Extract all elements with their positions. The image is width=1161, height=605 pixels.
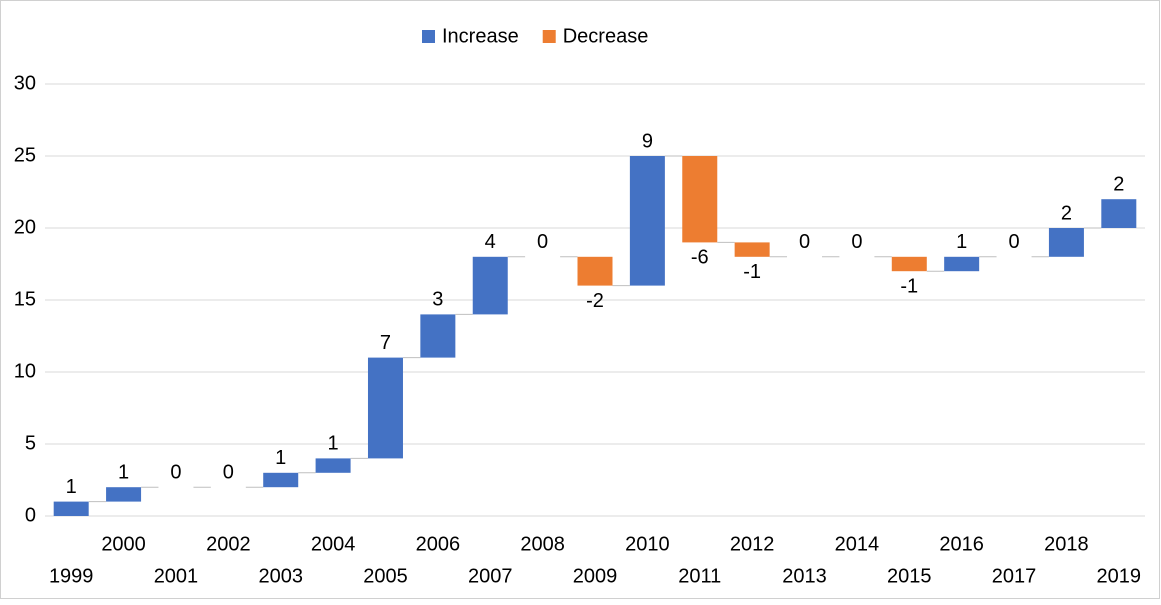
y-tick-label: 10: [14, 360, 36, 382]
data-label: 2: [1113, 173, 1124, 195]
data-label: -6: [691, 247, 709, 269]
bar: [472, 256, 508, 315]
y-tick-label: 0: [25, 504, 36, 526]
bar: [682, 156, 718, 243]
y-tick-label: 20: [14, 216, 36, 238]
data-label: -1: [900, 275, 918, 297]
bar: [106, 487, 142, 502]
x-tick-label: 2017: [992, 565, 1037, 587]
data-label: 7: [380, 332, 391, 354]
bar: [263, 472, 299, 488]
x-tick-label: 2006: [416, 533, 461, 555]
x-tick-label: 2016: [939, 533, 984, 555]
data-label: 1: [275, 447, 286, 469]
x-tick-label: 2004: [311, 533, 356, 555]
x-tick-label: 2010: [625, 533, 670, 555]
bar: [734, 242, 770, 257]
data-label: 4: [485, 231, 496, 253]
legend-swatch: [422, 30, 435, 43]
x-tick-label: 2019: [1097, 565, 1142, 587]
data-label: 0: [223, 461, 234, 483]
x-tick-label: 2001: [154, 565, 199, 587]
y-tick-label: 25: [14, 144, 36, 166]
legend-label: Decrease: [563, 25, 649, 47]
x-tick-label: 2012: [730, 533, 775, 555]
x-tick-label: 1999: [49, 565, 94, 587]
x-tick-label: 2000: [101, 533, 146, 555]
data-label: 2: [1061, 202, 1072, 224]
bar: [420, 314, 456, 358]
x-tick-label: 2015: [887, 565, 932, 587]
legend-label: Increase: [442, 25, 519, 47]
bar: [367, 357, 403, 459]
x-tick-label: 2003: [258, 565, 303, 587]
data-label: -1: [743, 261, 761, 283]
bar: [1101, 199, 1137, 228]
bar: [629, 156, 665, 286]
x-tick-label: 2007: [468, 565, 513, 587]
data-label: 0: [537, 231, 548, 253]
bar: [891, 256, 927, 272]
bar: [944, 256, 980, 272]
data-label: 3: [432, 289, 443, 311]
bar: [577, 256, 613, 286]
bar: [1048, 228, 1084, 257]
x-tick-label: 2008: [520, 533, 565, 555]
legend-swatch: [542, 30, 556, 43]
y-tick-label: 15: [14, 288, 36, 310]
data-label: 1: [66, 476, 77, 498]
x-tick-label: 2013: [782, 565, 827, 587]
bar: [315, 458, 351, 473]
x-tick-label: 2011: [678, 565, 721, 587]
data-label: 0: [799, 231, 810, 253]
x-tick-label: 2005: [363, 565, 408, 587]
y-tick-label: 5: [25, 432, 36, 454]
x-tick-label: 2018: [1044, 533, 1089, 555]
data-label: -2: [586, 290, 604, 312]
data-label: 1: [118, 461, 129, 483]
data-label: 0: [851, 231, 862, 253]
data-label: 0: [1008, 231, 1019, 253]
bar: [53, 501, 89, 516]
data-label: 9: [642, 130, 653, 152]
y-tick-label: 30: [14, 72, 36, 94]
x-tick-label: 2009: [573, 565, 618, 587]
x-tick-label: 2014: [835, 533, 880, 555]
data-label: 0: [170, 461, 181, 483]
x-tick-label: 2002: [206, 533, 251, 555]
data-label: 1: [956, 231, 967, 253]
data-label: 1: [328, 433, 339, 455]
